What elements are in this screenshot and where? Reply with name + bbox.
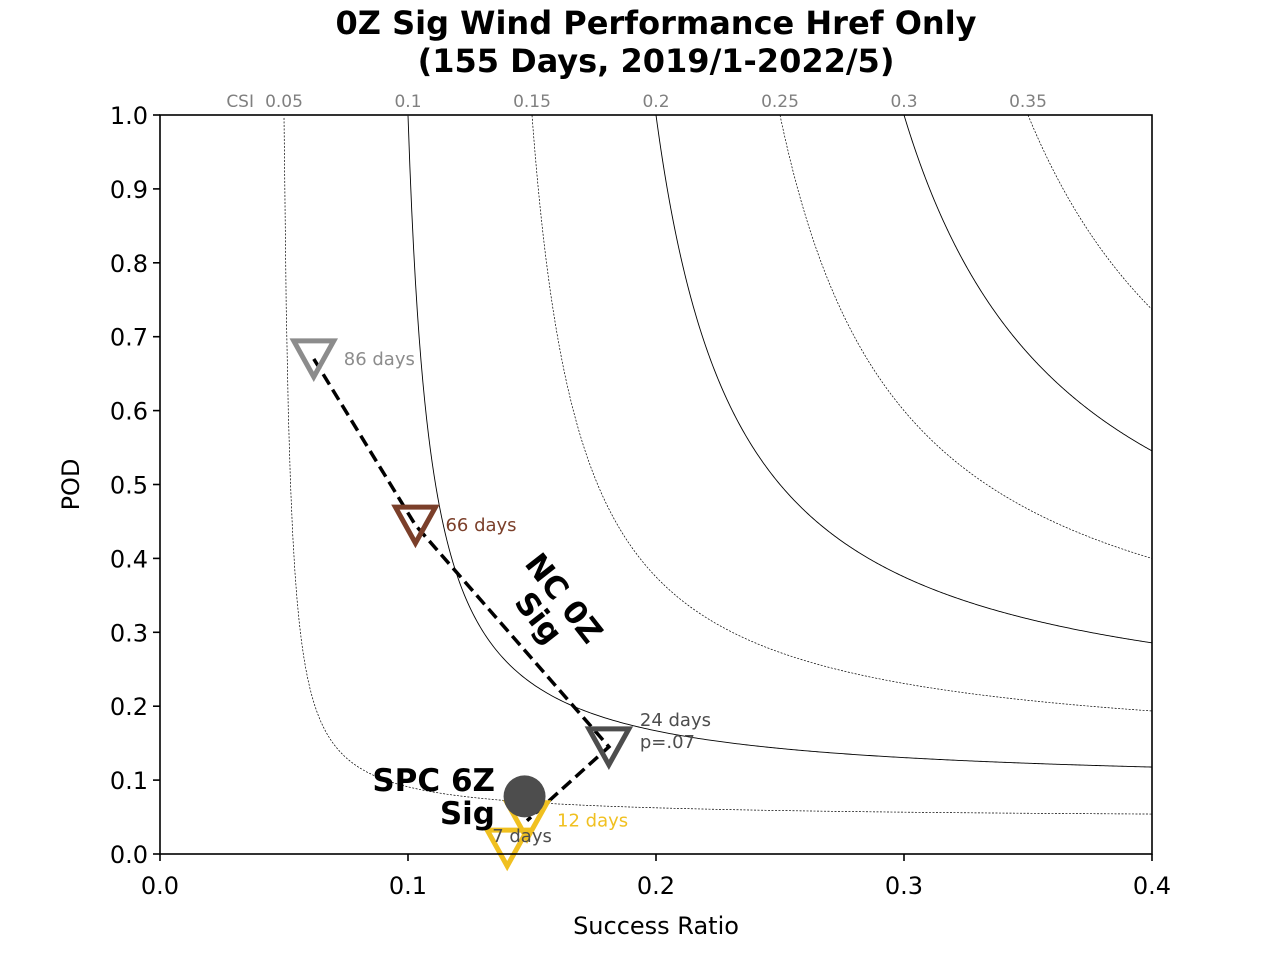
nc-point-marker <box>289 338 339 383</box>
y-tick-label: 0.8 <box>110 250 148 278</box>
spc-point-marker <box>503 775 546 818</box>
csi-contour-label: 0.3 <box>890 92 917 112</box>
x-tick-label: 0.3 <box>885 872 923 900</box>
spc-series-name-line: SPC 6Z <box>372 763 495 799</box>
csi-contour-label: 0.2 <box>642 92 669 112</box>
csi-contour-line <box>903 115 1152 452</box>
csi-contour-label: 0.15 <box>513 92 551 112</box>
chart-title-line: (155 Days, 2019/1-2022/5) <box>418 42 895 80</box>
y-tick-label: 0.7 <box>110 324 148 352</box>
y-axis-label: POD <box>57 459 85 511</box>
x-tick-label: 0.4 <box>1133 872 1171 900</box>
y-tick-label: 0.4 <box>110 545 148 573</box>
csi-contour-label: 0.1 <box>394 92 421 112</box>
point-label: 7 days <box>492 826 552 847</box>
y-tick-label: 0.1 <box>110 767 148 795</box>
y-tick-label: 1.0 <box>110 102 148 130</box>
x-tick-label: 0.2 <box>637 872 675 900</box>
csi-contour-line <box>407 115 1152 768</box>
y-tick-label: 0.0 <box>110 841 148 869</box>
csi-contour-line <box>655 115 1152 644</box>
csi-prefix-label: CSI <box>226 92 254 112</box>
chart-title-line: 0Z Sig Wind Performance Href Only <box>335 4 976 42</box>
y-tick-label: 0.3 <box>110 619 148 647</box>
point-label: 24 days <box>640 710 711 731</box>
point-label: 66 days <box>445 515 516 536</box>
y-tick-label: 0.2 <box>110 693 148 721</box>
csi-contour-line <box>1027 115 1152 310</box>
csi-contours <box>283 115 1152 815</box>
csi-contour-line <box>283 117 1152 815</box>
y-tick-label: 0.5 <box>110 472 148 500</box>
x-tick-label: 0.1 <box>389 872 427 900</box>
csi-contour-label: 0.25 <box>761 92 799 112</box>
nc-point-marker <box>584 726 634 770</box>
nc-point-marker <box>482 827 532 872</box>
y-tick-label: 0.9 <box>110 176 148 204</box>
nc-point-marker <box>391 504 440 549</box>
csi-contour-label: 0.35 <box>1009 92 1047 112</box>
point-label: 12 days <box>557 811 628 832</box>
point-label: 86 days <box>344 349 415 370</box>
nc-series-line <box>312 357 612 822</box>
point-label: p=.07 <box>640 732 695 753</box>
x-axis-label: Success Ratio <box>573 912 739 940</box>
x-tick-label: 0.0 <box>141 872 179 900</box>
csi-contour-label: 0.05 <box>265 92 303 112</box>
csi-contour-line <box>531 115 1152 712</box>
csi-contour-line <box>779 115 1152 559</box>
spc-series-name-line: Sig <box>440 796 495 832</box>
y-tick-label: 0.6 <box>110 398 148 426</box>
